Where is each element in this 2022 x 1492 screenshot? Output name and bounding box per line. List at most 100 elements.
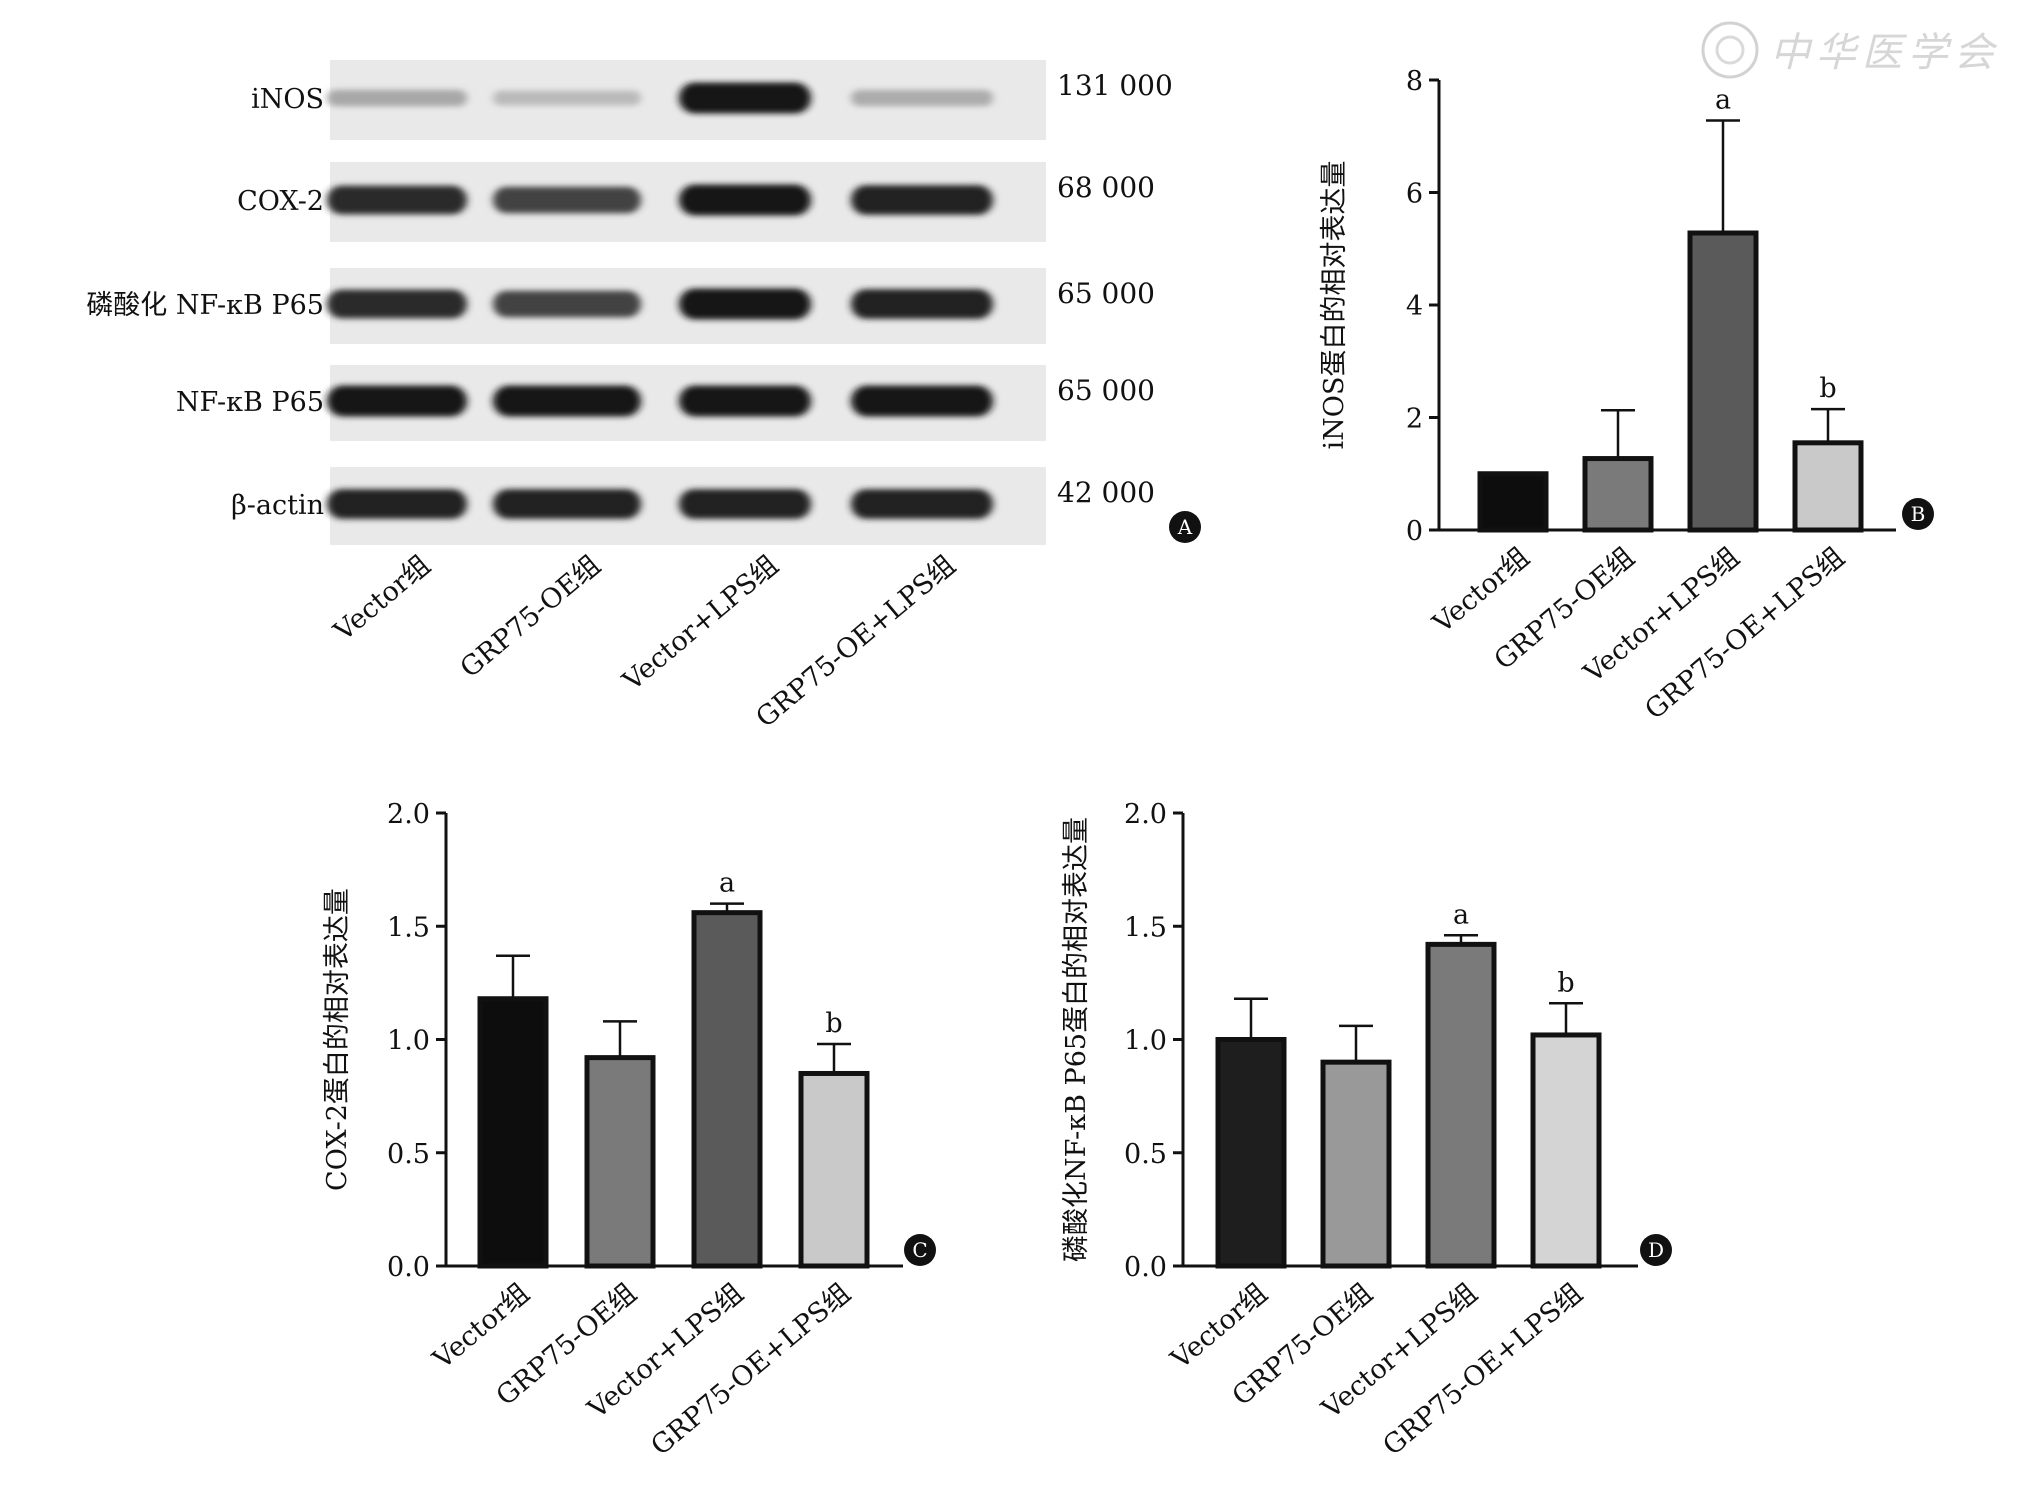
x-tick-label: Vector组 [1165,1278,1274,1376]
blot-strip: 磷酸化 NF-κB P65 65 000 [86,268,1155,344]
lane-label: Vector+LPS组 [616,550,784,698]
blot-band [493,489,641,519]
x-tick-label: GRP75-OE+LPS组 [645,1278,856,1462]
blot-band [851,185,993,215]
bar-chart-inos: 02468iNOS蛋白的相对表达量Vector组GRP75-OE组aVector… [1319,66,1934,726]
blot-band [327,489,467,519]
panel-badge: D [1640,1234,1672,1266]
bar [1582,456,1654,533]
y-tick-label: 2 [1406,404,1423,435]
blot-strip: NF-κB P65 65 000 [176,365,1155,441]
bar [1215,1037,1287,1269]
badge-letter: C [912,1238,927,1262]
watermark: 中华医学会 [1701,21,2000,79]
lane-label: Vector组 [328,550,437,648]
x-tick-label: Vector组 [427,1278,536,1376]
y-tick-label: 1.5 [387,912,430,943]
band-label: NF-κB P65 [176,387,324,418]
blot-band [327,89,467,107]
significance-label: b [1557,967,1574,998]
blot-strip: iNOS 131 000 [251,60,1173,140]
blot-band [679,82,811,114]
badge-circle [1640,1234,1672,1266]
blot-band [493,385,641,417]
bar [1477,471,1549,533]
badge-circle [1169,511,1201,543]
seal-icon-inner [1715,35,1745,65]
y-tick-label: 8 [1406,66,1423,97]
seal-icon [1701,21,1759,79]
blot-band [851,89,993,107]
x-tick-label: GRP75-OE+LPS组 [1377,1278,1588,1462]
bar [477,996,549,1269]
bar [798,1070,870,1269]
significance-label: a [1453,899,1469,930]
band-label: 磷酸化 NF-κB P65 [86,290,324,321]
lane-label: GRP75-OE+LPS组 [750,550,961,734]
y-axis-label: COX-2蛋白的相对表达量 [322,888,353,1191]
watermark-text: 中华医学会 [1770,30,2000,76]
y-tick-label: 0.5 [1124,1139,1167,1170]
badge-letter: A [1177,515,1193,539]
band-label: β-actin [231,490,324,521]
significance-label: b [825,1008,842,1039]
y-tick-label: 1.0 [1124,1026,1167,1057]
bar [1320,1059,1392,1269]
panel-badge: B [1902,498,1934,530]
y-tick-label: 0.0 [387,1252,430,1283]
y-tick-label: 2.0 [387,799,430,830]
blot-band [327,385,467,417]
bar [1687,230,1759,533]
significance-label: a [719,868,735,899]
blot-band [851,385,993,417]
y-tick-label: 1.5 [1124,912,1167,943]
western-blot-panel: iNOS 131 000 COX-2 68 000 磷酸化 NF-κB P65 65 00… [86,60,1201,734]
blot-band [679,489,811,519]
bar [1530,1032,1602,1269]
blot-band [493,186,641,214]
bar [584,1055,656,1269]
bar [1792,440,1864,533]
blot-band [851,289,993,319]
blot-band [679,184,811,216]
panel-badge: C [904,1234,936,1266]
badge-letter: D [1648,1238,1664,1262]
blot-band [327,185,467,215]
blot-strip: COX-2 68 000 [237,162,1155,242]
blot-band [679,288,811,320]
y-tick-label: 1.0 [387,1026,430,1057]
bar-chart-p-nfkb: 0.0 0.5 1.0 1.5 2.0 磷酸化NF-κB P65蛋白的相对表达量 Vecto… [1061,799,1672,1462]
significance-label: a [1715,85,1731,116]
bar [1425,941,1497,1269]
y-tick-label: 0.0 [1124,1252,1167,1283]
x-tick-label: Vector组 [1427,542,1536,640]
blot-band [493,90,641,106]
blot-strip: β-actin 42 000 [231,467,1155,545]
y-tick-label: 2.0 [1124,799,1167,830]
molecular-weight: 42 000 [1057,476,1155,509]
y-tick-label: 0.5 [387,1139,430,1170]
y-tick-label: 6 [1406,179,1423,210]
y-tick-label: 4 [1406,291,1423,322]
lane-label: GRP75-OE组 [455,550,607,685]
blot-band [851,489,993,519]
panel-a-badge: A [1169,511,1201,543]
molecular-weight: 65 000 [1057,277,1155,310]
molecular-weight: 68 000 [1057,171,1155,204]
bar-chart-cox2: 0.0 0.5 1.0 1.5 2.0 COX-2蛋白的相对表达量 Vector组 GRP75… [322,799,936,1462]
blot-band [327,289,467,319]
blot-band [493,290,641,318]
y-axis-label: 磷酸化NF-κB P65蛋白的相对表达量 [1061,817,1092,1262]
band-label: COX-2 [237,186,324,217]
y-tick-label: 0 [1406,516,1423,547]
molecular-weight: 131 000 [1057,69,1173,102]
badge-circle [904,1234,936,1266]
badge-circle [1902,498,1934,530]
y-axis-label: iNOS蛋白的相对表达量 [1319,161,1350,450]
blot-band [679,385,811,417]
badge-letter: B [1911,502,1926,526]
band-label: iNOS [251,84,324,115]
x-tick-label: GRP75-OE+LPS组 [1639,542,1850,726]
significance-label: b [1819,373,1836,404]
